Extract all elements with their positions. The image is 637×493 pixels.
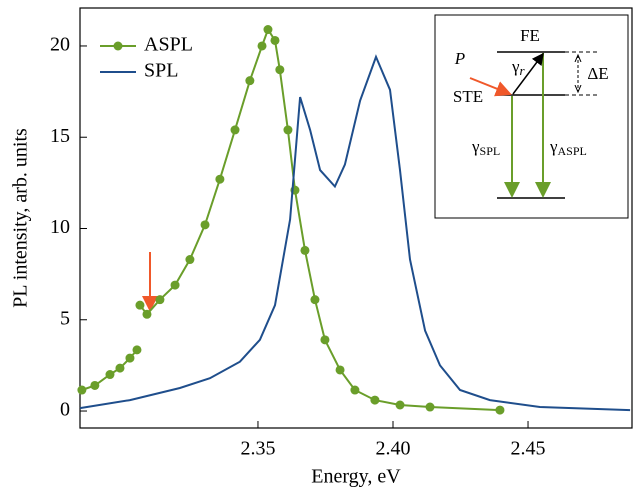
x-tick-label: 2.40 [375, 438, 410, 460]
data-point [395, 400, 405, 410]
data-point [90, 380, 100, 390]
data-point [125, 353, 135, 363]
y-axis-label: PL intensity, arb. units [10, 128, 32, 308]
gamma-r-label: γr [511, 57, 526, 78]
data-point [275, 65, 285, 75]
inset-frame [434, 14, 629, 219]
data-point [200, 220, 210, 230]
gamma-aspl-label: γASPL [549, 137, 587, 158]
data-point [170, 280, 180, 290]
fe-label: FE [520, 26, 540, 45]
data-point [105, 370, 115, 380]
data-point [370, 395, 380, 405]
delta-e-label: ΔE [587, 64, 608, 83]
data-point [132, 345, 142, 355]
legend-label: SPL [144, 60, 178, 82]
pump-arrow [469, 77, 512, 97]
series-line [79, 54, 631, 412]
plot-frame [79, 7, 633, 429]
y-tick-label: 5 [60, 307, 70, 329]
gamma-spl-label: γSPL [471, 137, 500, 158]
data-point [350, 385, 360, 395]
p-label: P [454, 49, 465, 68]
data-point [155, 295, 165, 305]
data-point [77, 385, 87, 395]
data-point [257, 41, 267, 51]
data-point [230, 125, 240, 135]
x-tick-label: 2.45 [511, 438, 546, 460]
ste-label: STE [453, 87, 483, 106]
data-point [185, 255, 195, 265]
y-tick-label: 15 [50, 125, 70, 147]
x-axis-label: Energy, eV [311, 466, 401, 488]
data-point [135, 300, 145, 310]
data-point [300, 245, 310, 255]
inset: FE STE P ΔE γr γSPL γASPL [434, 14, 629, 219]
data-point [425, 402, 435, 412]
data-point [245, 76, 255, 86]
y-tick-label: 0 [60, 399, 70, 421]
legend-marker [113, 41, 123, 51]
data-point [320, 335, 330, 345]
y-tick-label: 10 [50, 216, 70, 238]
data-point [215, 174, 225, 184]
data-point [263, 25, 273, 35]
data-point [270, 35, 280, 45]
data-point [495, 405, 505, 415]
data-point [142, 309, 152, 319]
data-point [335, 365, 345, 375]
data-point [310, 295, 320, 305]
data-point [283, 125, 293, 135]
relax-arrow [512, 52, 544, 95]
x-tick-label: 2.35 [240, 438, 275, 460]
data-point [115, 363, 125, 373]
legend-label: ASPL [144, 34, 193, 56]
y-tick-label: 20 [50, 34, 70, 56]
